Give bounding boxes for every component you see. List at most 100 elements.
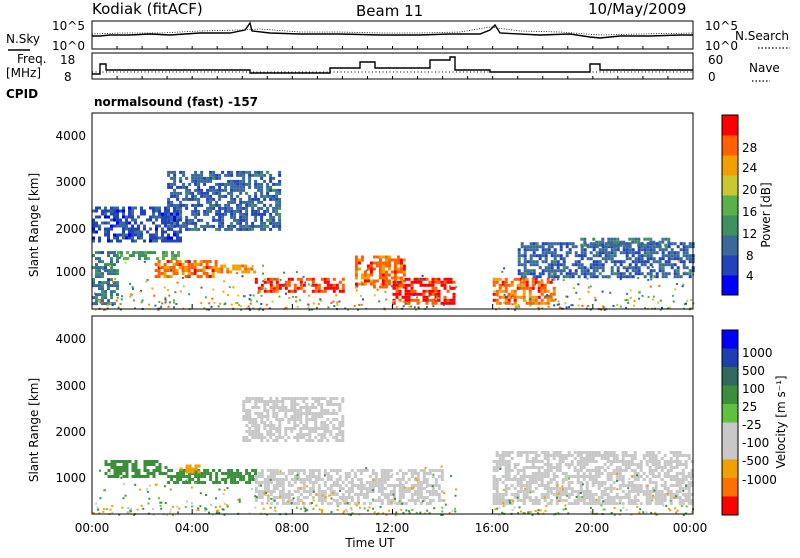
velocity-cell — [113, 463, 117, 466]
velocity-noise-cell — [595, 498, 598, 501]
velocity-cell — [588, 460, 592, 463]
velocity-cell — [567, 466, 571, 469]
velocity-cell — [269, 481, 273, 484]
velocity-cell — [278, 478, 282, 481]
power-cell — [179, 239, 182, 243]
power-cell — [637, 251, 641, 255]
power-cell — [167, 170, 171, 174]
velocity-cell — [564, 457, 568, 460]
power-cell — [580, 254, 584, 258]
velocity-cell — [425, 484, 429, 487]
velocity-cell — [341, 430, 345, 433]
power-cell — [381, 270, 385, 274]
power-cell — [167, 212, 171, 216]
velocity-cell — [419, 484, 423, 487]
velocity-noise-cell — [197, 507, 200, 510]
power-cell — [272, 188, 276, 192]
power-cell — [226, 270, 230, 274]
power-cell — [425, 277, 429, 281]
power-cell — [619, 272, 623, 276]
power-cell — [519, 277, 523, 281]
power-cell — [550, 263, 554, 267]
velocity-cell — [371, 487, 375, 490]
velocity-cell — [534, 451, 538, 454]
power-cell — [173, 224, 177, 228]
noise-tick-right-top: 10^5 — [705, 19, 738, 33]
power-cell — [137, 215, 140, 219]
velocity-cell — [531, 460, 535, 463]
velocity-cell — [636, 493, 640, 496]
velocity-cell — [281, 499, 285, 502]
velocity-cell — [636, 499, 640, 502]
power-cell — [622, 240, 626, 244]
velocity-cell — [254, 487, 258, 490]
power-cell — [311, 280, 315, 284]
power-cell — [544, 248, 548, 252]
power-cell — [407, 298, 411, 302]
velocity-cell — [684, 475, 688, 478]
velocity-cell — [657, 496, 661, 499]
power-cell — [293, 286, 297, 290]
velocity-cell — [116, 475, 120, 478]
power-cell — [98, 224, 101, 228]
power-cell — [140, 209, 143, 213]
velocity-cell — [498, 460, 502, 463]
power-cell — [434, 280, 438, 284]
velocity-cell — [570, 475, 574, 478]
power-cell — [209, 185, 213, 189]
velocity-cell — [278, 493, 282, 496]
power-cell — [254, 194, 258, 198]
velocity-cell — [296, 397, 300, 400]
power-noise-cell — [223, 266, 226, 269]
power-cell — [152, 221, 155, 225]
velocity-cell — [594, 472, 598, 475]
velocity-noise-cell — [292, 497, 295, 500]
velocity-cell — [308, 430, 312, 433]
velocity-cell — [326, 424, 330, 427]
velocity-cell — [266, 439, 270, 442]
velocity-cell — [684, 499, 688, 502]
power-cell — [637, 272, 641, 276]
velocity-cell — [618, 460, 622, 463]
velocity-cell — [657, 499, 661, 502]
power-cell — [676, 266, 680, 270]
velocity-cell — [116, 469, 120, 472]
velocity-cell — [600, 502, 604, 505]
velocity-cell — [272, 478, 276, 481]
power-cell — [622, 260, 626, 264]
velocity-cell — [302, 469, 306, 472]
power-cell — [676, 269, 680, 273]
power-cell — [149, 239, 152, 243]
power-cell — [580, 237, 584, 241]
power-cell — [175, 272, 179, 275]
velocity-cell — [567, 502, 571, 505]
velocity-cell — [257, 493, 261, 496]
velocity-noise-cell — [394, 514, 397, 516]
velocity-cell — [636, 466, 640, 469]
power-cell — [128, 233, 131, 237]
power-cell — [416, 292, 420, 296]
velocity-cell — [134, 466, 138, 469]
velocity-cell — [338, 424, 342, 427]
power-cell — [516, 277, 520, 281]
velocity-cell — [645, 496, 649, 499]
power-cell — [549, 292, 553, 296]
power-cell — [257, 188, 261, 192]
velocity-cell — [308, 469, 312, 472]
power-cell — [384, 258, 388, 262]
power-cell — [610, 272, 614, 276]
velocity-cell — [519, 454, 523, 457]
velocity-cell — [338, 430, 342, 433]
power-cell — [194, 212, 198, 216]
power-cell — [688, 242, 692, 246]
power-cell — [101, 260, 104, 264]
velocity-cell — [630, 463, 634, 466]
power-cell — [239, 182, 243, 186]
velocity-cell — [558, 466, 562, 469]
power-cell — [601, 248, 605, 252]
power-cell — [504, 280, 508, 284]
velocity-cell — [263, 487, 267, 490]
power-cell — [610, 260, 614, 264]
velocity-cell — [266, 499, 270, 502]
velocity-cell — [254, 475, 258, 478]
